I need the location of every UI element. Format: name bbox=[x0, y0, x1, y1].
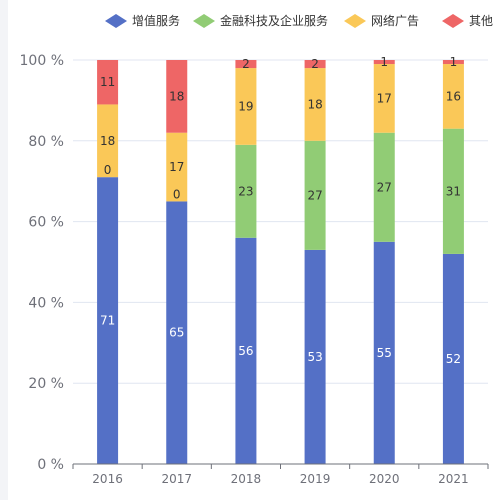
legend-label: 增值服务 bbox=[132, 13, 180, 28]
data-label: 18 bbox=[169, 89, 184, 103]
x-tick-label: 2020 bbox=[369, 472, 400, 486]
data-label: 0 bbox=[104, 163, 112, 177]
bar-segment[interactable] bbox=[97, 104, 119, 178]
data-label: 56 bbox=[238, 344, 253, 358]
bar-segment[interactable] bbox=[442, 253, 464, 464]
x-tick-label: 2021 bbox=[438, 472, 469, 486]
data-label: 18 bbox=[100, 134, 115, 148]
x-tick-label: 2018 bbox=[231, 472, 262, 486]
data-label: 2 bbox=[242, 57, 250, 71]
data-label: 0 bbox=[173, 187, 181, 201]
bar-segment[interactable] bbox=[166, 201, 188, 464]
bar-segment[interactable] bbox=[373, 60, 395, 65]
bars bbox=[97, 60, 464, 464]
data-label: 23 bbox=[238, 184, 253, 198]
legend-diamond-icon bbox=[344, 14, 366, 28]
data-label: 19 bbox=[238, 99, 253, 113]
y-tick-label: 0 % bbox=[37, 457, 64, 473]
data-label: 27 bbox=[377, 180, 392, 194]
bar-segment[interactable] bbox=[373, 64, 395, 133]
y-tick-label: 20 % bbox=[28, 376, 64, 392]
left-edge-strip bbox=[0, 0, 8, 500]
y-tick-label: 80 % bbox=[28, 134, 64, 150]
x-tick-label: 2016 bbox=[92, 472, 123, 486]
bar-segment[interactable] bbox=[304, 249, 326, 464]
y-tick-label: 60 % bbox=[28, 215, 64, 231]
data-label: 2 bbox=[311, 57, 319, 71]
legend-item[interactable]: 金融科技及企业服务 bbox=[193, 13, 328, 28]
bar-segment[interactable] bbox=[166, 60, 188, 133]
legend-item[interactable]: 增值服务 bbox=[105, 13, 180, 28]
legend-label: 金融科技及企业服务 bbox=[220, 13, 328, 28]
y-tick-label: 100 % bbox=[20, 53, 64, 69]
data-label: 1 bbox=[380, 55, 388, 69]
bar-segment[interactable] bbox=[442, 64, 464, 129]
legend-label: 其他 bbox=[469, 14, 493, 28]
y-tick-label: 40 % bbox=[28, 295, 64, 311]
legend-item[interactable]: 网络广告 bbox=[344, 13, 419, 28]
data-label: 17 bbox=[377, 91, 392, 105]
bar-segment[interactable] bbox=[97, 60, 119, 105]
bar-segment[interactable] bbox=[97, 177, 119, 464]
data-label: 52 bbox=[446, 352, 461, 366]
data-label: 55 bbox=[377, 346, 392, 360]
data-label: 11 bbox=[100, 75, 115, 89]
legend-diamond-icon bbox=[442, 14, 464, 28]
data-label: 53 bbox=[307, 350, 322, 364]
data-label: 1 bbox=[450, 55, 458, 69]
bar-segment[interactable] bbox=[235, 237, 257, 464]
data-labels: 71 0 18 11 65 0 17 18 56 23 19 2 53 27 18 2 55 27 17 1 52 31 1… bbox=[100, 55, 461, 366]
legend-diamond-icon bbox=[193, 14, 215, 28]
axes: 0 %20 %40 %60 %80 %100 %2016 2017 2018 2019… bbox=[20, 53, 489, 486]
legend-label: 网络广告 bbox=[371, 13, 419, 28]
data-label: 65 bbox=[169, 326, 184, 340]
bar-segment[interactable] bbox=[235, 144, 257, 238]
data-label: 18 bbox=[307, 97, 322, 111]
bar-segment[interactable] bbox=[235, 60, 257, 69]
legend-item[interactable]: 其他 bbox=[442, 14, 493, 28]
legend[interactable]: 增值服务 金融科技及企业服务 网络广告 其他 bbox=[105, 13, 493, 28]
data-label: 17 bbox=[169, 160, 184, 174]
bar-segment[interactable] bbox=[166, 132, 188, 202]
data-label: 27 bbox=[307, 188, 322, 202]
x-tick-label: 2019 bbox=[300, 472, 331, 486]
bar-segment[interactable] bbox=[235, 68, 257, 145]
bar-segment[interactable] bbox=[373, 132, 395, 242]
data-label: 71 bbox=[100, 314, 115, 328]
grid-lines bbox=[73, 59, 488, 384]
legend-diamond-icon bbox=[105, 14, 127, 28]
bar-segment[interactable] bbox=[304, 60, 326, 69]
bar-segment[interactable] bbox=[304, 68, 326, 141]
bar-segment[interactable] bbox=[442, 60, 464, 65]
data-label: 31 bbox=[446, 184, 461, 198]
x-tick-label: 2017 bbox=[161, 472, 192, 486]
data-label: 16 bbox=[446, 89, 461, 103]
bar-segment[interactable] bbox=[442, 128, 464, 254]
bar-segment[interactable] bbox=[373, 241, 395, 464]
bar-segment[interactable] bbox=[304, 140, 326, 250]
